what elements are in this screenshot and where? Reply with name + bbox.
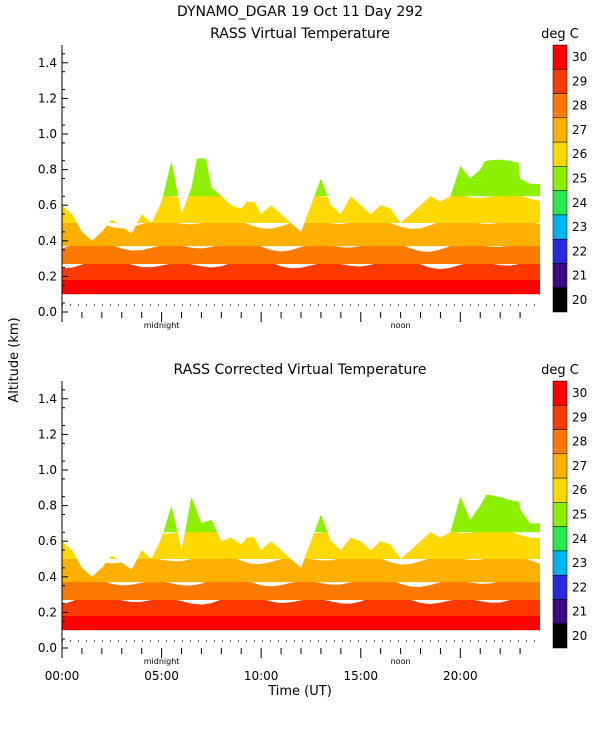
colorbar-swatch xyxy=(552,380,568,406)
colorbar-label: 24 xyxy=(572,532,587,546)
colorbar-label: 30 xyxy=(572,386,587,400)
colorbar-label: 21 xyxy=(572,605,587,619)
y-tick-label: 1.2 xyxy=(38,91,57,105)
colorbar-label: 20 xyxy=(572,293,587,307)
colorbar-swatch xyxy=(552,526,568,552)
y-tick-label: 1.4 xyxy=(38,392,57,406)
noon-label: noon xyxy=(391,657,411,666)
y-tick-label: 1.0 xyxy=(38,127,57,141)
y-tick-label: 0.6 xyxy=(38,198,57,212)
x-tick-label: 10:00 xyxy=(244,669,279,683)
colorbar-swatch xyxy=(552,190,568,216)
site-date-line: DYNAMO_DGAR 19 Oct 11 Day 292 xyxy=(177,4,423,20)
x-tick-label: 20:00 xyxy=(443,669,478,683)
colorbar-label: 25 xyxy=(572,508,587,522)
y-tick-label: 0.0 xyxy=(38,305,57,319)
colorbar-label: 26 xyxy=(572,483,587,497)
midnight-label: midnight xyxy=(144,321,180,330)
colorbar-label: 23 xyxy=(572,220,587,234)
colorbar-label: 22 xyxy=(572,244,587,258)
colorbar-label: 22 xyxy=(572,580,587,594)
y-tick-label: 0.2 xyxy=(38,269,57,283)
colorbar-label: 28 xyxy=(572,435,587,449)
colorbar-unit-label: deg C xyxy=(541,27,579,42)
temperature-bands xyxy=(62,491,540,631)
x-tick-label: 00:00 xyxy=(45,669,80,683)
colorbar-label: 29 xyxy=(572,74,587,88)
y-tick-label: 0.4 xyxy=(38,234,57,248)
panel-title-corrected-virtual-temperature: RASS Corrected Virtual Temperature xyxy=(174,362,427,378)
heatmap-plot-virtual: 0.0 0.2 0.4 0.6 0.8 1.0 1.2 1.4 midnight noon deg … xyxy=(38,27,587,330)
colorbar-swatch xyxy=(552,141,568,167)
colorbar-swatch xyxy=(552,550,568,576)
temp-band-25 xyxy=(62,491,540,533)
colorbar-label: 29 xyxy=(572,410,587,424)
panel-virtual-temperature: RASS Virtual Temperature 0.0 0.2 0.4 0.6 0.8… xyxy=(38,26,587,330)
colorbar-swatch xyxy=(552,429,568,455)
y-tick-label: 0.2 xyxy=(38,605,57,619)
colorbar-label: 20 xyxy=(572,629,587,643)
colorbar-swatch xyxy=(552,453,568,479)
colorbar-swatch xyxy=(552,93,568,119)
heatmap-plot-corrected: 0.0 0.2 0.4 0.6 0.8 1.0 1.2 1.4 midnight noon 00:0… xyxy=(38,363,587,683)
panel-corrected-virtual-temperature: RASS Corrected Virtual Temperature 0.00.… xyxy=(38,362,587,683)
y-tick-label: 1.0 xyxy=(38,463,57,477)
colorbar-label: 24 xyxy=(572,196,587,210)
x-tick-label: 05:00 xyxy=(144,669,179,683)
temp-band-28 xyxy=(62,576,540,600)
x-tick-label: 15:00 xyxy=(343,669,378,683)
colorbar-label: 25 xyxy=(572,172,587,186)
colorbar-label: 27 xyxy=(572,123,587,137)
temp-band-29 xyxy=(62,594,540,616)
colorbar-swatch xyxy=(552,44,568,70)
temp-band-25 xyxy=(62,155,540,197)
temp-band-28 xyxy=(62,240,540,264)
temp-band-base xyxy=(62,615,540,631)
colorbar-label: 27 xyxy=(572,459,587,473)
noon-label: noon xyxy=(391,321,411,330)
temp-band-base xyxy=(62,279,540,295)
midnight-label: midnight xyxy=(144,657,180,666)
colorbar-unit-label: deg C xyxy=(541,363,579,378)
y-tick-label: 0.8 xyxy=(38,499,57,513)
y-tick-label: 0.6 xyxy=(38,534,57,548)
colorbar-swatch xyxy=(552,263,568,288)
colorbar-label: 26 xyxy=(572,147,587,161)
colorbar-swatch xyxy=(552,166,568,191)
colorbar-swatch xyxy=(552,623,568,649)
y-axis-label: Altitude (km) xyxy=(7,317,22,402)
x-axis-label: Time (UT) xyxy=(267,684,332,699)
colorbar-swatch xyxy=(552,477,568,503)
colorbar-swatch xyxy=(552,117,568,143)
colorbar-label: 28 xyxy=(572,99,587,113)
temperature-bands xyxy=(62,155,540,295)
colorbar-swatch xyxy=(552,405,568,430)
panel-title-virtual-temperature: RASS Virtual Temperature xyxy=(210,26,390,42)
y-tick-label: 1.4 xyxy=(38,56,57,70)
y-tick-label: 0.0 xyxy=(38,641,57,655)
colorbar-swatch xyxy=(552,214,568,240)
colorbar-label: 21 xyxy=(572,269,587,283)
colorbar-label: 23 xyxy=(572,556,587,570)
colorbar-swatch xyxy=(552,502,568,527)
colorbar-swatch xyxy=(552,574,568,600)
colorbar-swatch xyxy=(552,287,568,313)
colorbar-swatch xyxy=(552,599,568,624)
colorbar-swatch xyxy=(552,238,568,264)
y-tick-label: 0.8 xyxy=(38,163,57,177)
y-tick-label: 1.2 xyxy=(38,427,57,441)
colorbar-swatch xyxy=(552,69,568,94)
temp-band-27 xyxy=(62,217,540,247)
colorbar-label: 30 xyxy=(572,50,587,64)
y-tick-label: 0.4 xyxy=(38,570,57,584)
